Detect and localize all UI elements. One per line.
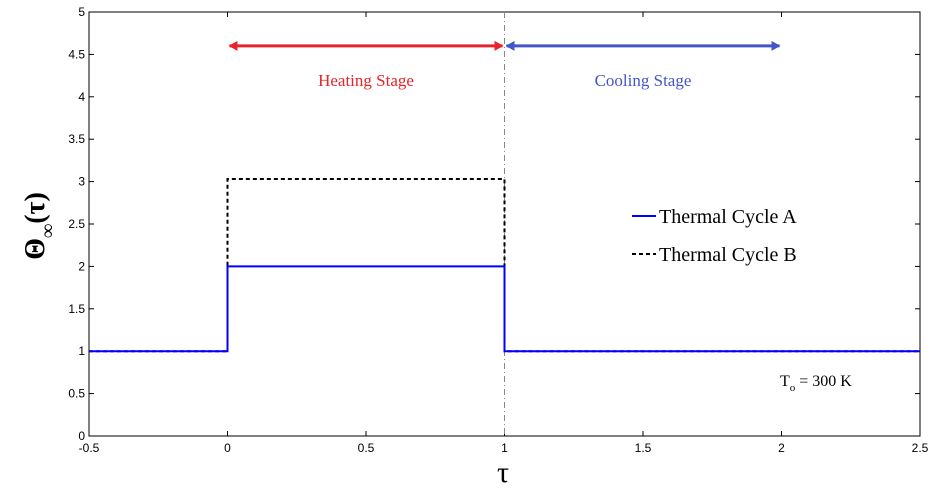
y-tick-label: 0.5 xyxy=(68,387,85,401)
x-tick-label: 2.5 xyxy=(912,441,929,455)
legend-label-a: Thermal Cycle A xyxy=(659,206,797,228)
note-rest: = 300 K xyxy=(795,373,852,390)
y-tick-label: 4 xyxy=(78,90,85,104)
legend-label-b: Thermal Cycle B xyxy=(659,244,797,266)
svg-text:Θ∞(τ): Θ∞(τ) xyxy=(20,192,59,260)
series-group xyxy=(89,12,920,436)
y-tick-label: 5 xyxy=(78,5,85,19)
x-tick-label: 1 xyxy=(501,441,508,455)
heating-stage-label: Heating Stage xyxy=(318,71,414,90)
note-temperature: To = 300 K xyxy=(780,373,852,394)
x-tick-label: 2 xyxy=(778,441,785,455)
cooling-stage-label: Cooling Stage xyxy=(595,71,692,90)
x-tick-label: 1.5 xyxy=(635,441,652,455)
y-tick-label: 2.5 xyxy=(68,217,85,231)
y-tick-label: 4.5 xyxy=(68,47,85,61)
y-tick-label: 1 xyxy=(78,344,85,358)
y-axis-label-main: Θ xyxy=(20,238,51,260)
y-tick-label: 2 xyxy=(78,259,85,273)
x-tick-label: -0.5 xyxy=(79,441,100,455)
y-axis-label-arg: (τ) xyxy=(20,192,51,224)
x-tick-label: 0.5 xyxy=(358,441,375,455)
y-tick-label: 3 xyxy=(78,175,85,189)
y-axis-label-sub: ∞ xyxy=(37,224,59,238)
y-tick-label: 1.5 xyxy=(68,302,85,316)
note-sub: o xyxy=(790,382,796,394)
series-line-a xyxy=(89,265,920,353)
note-main: T xyxy=(780,373,790,390)
y-tick-label: 3.5 xyxy=(68,132,85,146)
x-tick-label: 0 xyxy=(224,441,231,455)
annotations: Heating Stage Cooling Stage xyxy=(228,40,781,90)
x-axis-label: τ xyxy=(497,456,509,488)
y-tick-label: 0 xyxy=(78,429,85,443)
legend: Thermal Cycle A Thermal Cycle B xyxy=(632,206,797,266)
y-axis-label: Θ∞(τ) xyxy=(20,192,59,260)
